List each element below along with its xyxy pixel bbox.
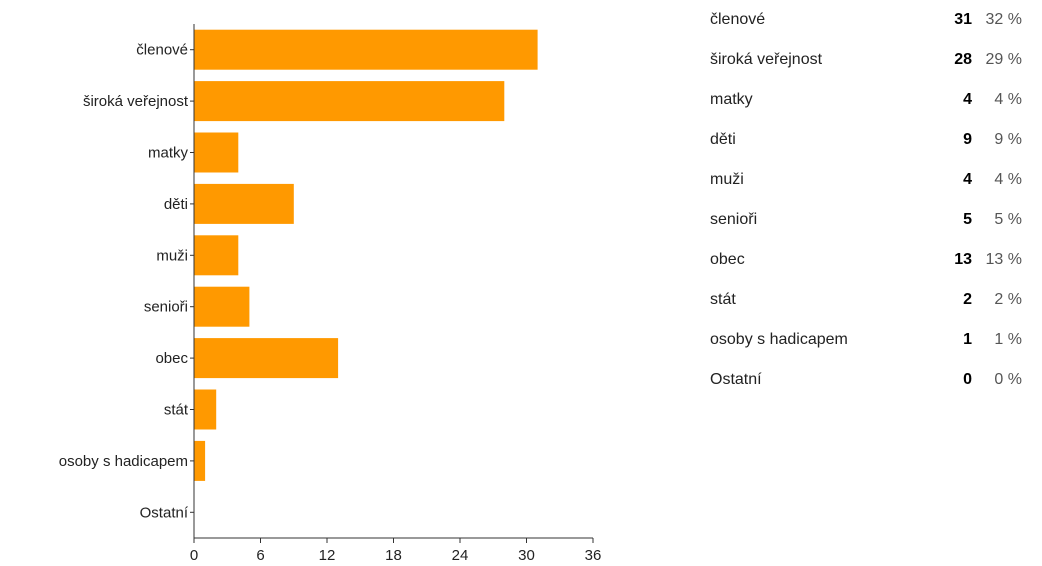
x-tick-label: 30 — [518, 547, 535, 564]
summary-row: matky 4 4 % — [700, 80, 1022, 120]
summary-percent: 29 % — [985, 51, 1022, 68]
summary-count: 0 — [963, 371, 972, 388]
x-tick-label: 0 — [190, 547, 198, 564]
summary-table: členové 31 32 % široká veřejnost 28 29 % matky… — [700, 0, 1022, 400]
bar — [194, 81, 505, 122]
summary-category: široká veřejnost — [710, 51, 823, 68]
category-label: osoby s hadicapem — [59, 453, 188, 470]
summary-count: 9 — [963, 131, 972, 148]
summary-count: 13 — [954, 251, 972, 268]
summary-row: muži 4 4 % — [700, 160, 1022, 200]
summary-row: stát 2 2 % — [700, 280, 1022, 320]
bar — [194, 338, 339, 379]
summary-row: senioři 5 5 % — [700, 200, 1022, 240]
summary-category: muži — [710, 171, 744, 188]
summary-count: 1 — [963, 331, 972, 348]
category-label: matky — [148, 145, 189, 162]
category-label: obec — [155, 350, 188, 367]
summary-percent: 5 % — [994, 211, 1022, 228]
summary-row: děti 9 9 % — [700, 120, 1022, 160]
summary-percent: 9 % — [994, 131, 1022, 148]
bar — [194, 183, 294, 224]
x-tick-label: 36 — [585, 547, 602, 564]
summary-category: děti — [710, 131, 736, 148]
summary-percent: 0 % — [994, 371, 1022, 388]
summary-percent: 13 % — [985, 251, 1022, 268]
x-tick-label: 6 — [256, 547, 264, 564]
summary-category: Ostatní — [710, 371, 762, 388]
bar — [194, 29, 538, 70]
bar-chart: členové široká veřejnost matky děti muži seni… — [59, 24, 602, 564]
category-label: muži — [156, 247, 188, 264]
summary-count: 31 — [954, 11, 972, 28]
bar — [194, 389, 217, 430]
summary-percent: 2 % — [994, 291, 1022, 308]
summary-count: 28 — [954, 51, 972, 68]
category-label: široká veřejnost — [83, 93, 189, 110]
summary-category: členové — [710, 11, 766, 28]
bar — [194, 440, 206, 481]
summary-category: matky — [710, 91, 753, 108]
summary-count: 2 — [963, 291, 972, 308]
category-label: stát — [164, 402, 189, 419]
x-tick-label: 12 — [319, 547, 336, 564]
x-tick-label: 18 — [385, 547, 402, 564]
summary-row: členové 31 32 % — [700, 0, 1022, 40]
summary-row: široká veřejnost 28 29 % — [700, 40, 1022, 80]
bar — [194, 132, 239, 173]
summary-count: 4 — [963, 171, 972, 188]
summary-category: stát — [710, 291, 736, 308]
summary-category: obec — [710, 251, 745, 268]
summary-count: 5 — [963, 211, 972, 228]
summary-category: senioři — [710, 211, 758, 228]
summary-percent: 4 % — [994, 91, 1022, 108]
category-label: Ostatní — [140, 504, 189, 521]
summary-percent: 1 % — [994, 331, 1022, 348]
category-label: děti — [164, 196, 188, 213]
summary-percent: 4 % — [994, 171, 1022, 188]
summary-percent: 32 % — [985, 11, 1022, 28]
bar — [194, 235, 239, 276]
bar — [194, 286, 250, 327]
category-label: senioři — [144, 299, 188, 316]
summary-row: obec 13 13 % — [700, 240, 1022, 280]
summary-row: Ostatní 0 0 % — [700, 360, 1022, 400]
summary-row: osoby s hadicapem 1 1 % — [700, 320, 1022, 360]
summary-category: osoby s hadicapem — [710, 331, 848, 348]
summary-count: 4 — [963, 91, 972, 108]
x-tick-label: 24 — [452, 547, 469, 564]
category-label: členové — [136, 42, 188, 59]
